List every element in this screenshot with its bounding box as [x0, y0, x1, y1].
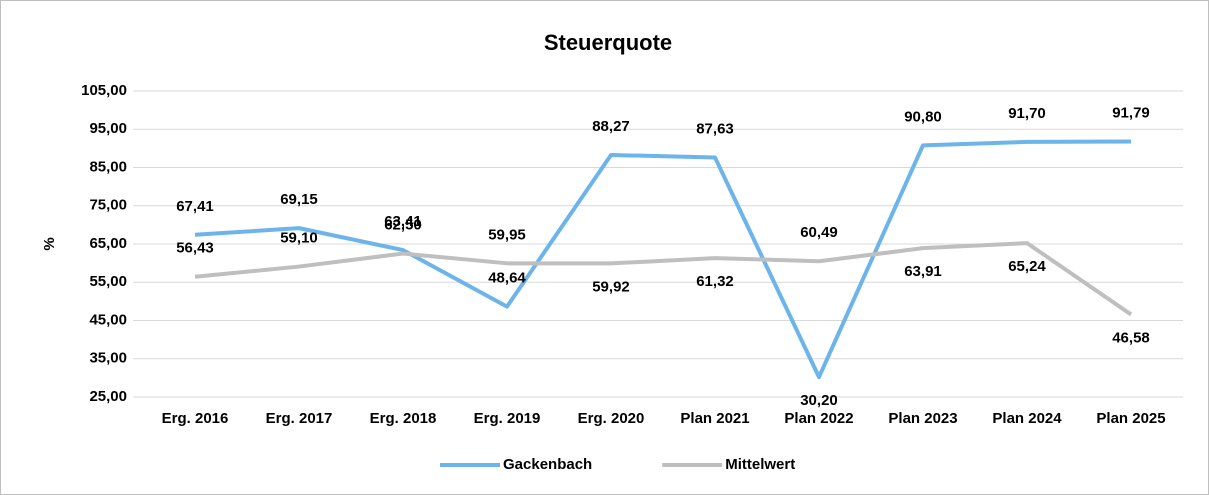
x-tick-label: Erg. 2019	[474, 410, 541, 427]
data-label: 59,10	[280, 230, 318, 247]
data-label: 56,43	[176, 240, 214, 257]
chart-title: Steuerquote	[544, 30, 672, 55]
data-label: 62,50	[384, 217, 422, 234]
line-series	[194, 241, 1133, 317]
x-tick-label: Erg. 2016	[162, 410, 229, 427]
data-label: 91,79	[1112, 104, 1150, 121]
y-tick-label: 105,00	[81, 82, 127, 99]
data-label: 67,41	[176, 198, 214, 215]
x-tick-label: Erg. 2020	[578, 410, 645, 427]
data-label: 60,49	[800, 224, 838, 241]
y-tick-label: 25,00	[89, 388, 127, 405]
data-label: 65,24	[1008, 258, 1046, 275]
line-series	[194, 139, 1132, 380]
y-tick-label: 35,00	[89, 350, 127, 367]
data-label: 30,20	[800, 392, 838, 409]
x-tick-label: Plan 2022	[784, 410, 853, 427]
data-label: 88,27	[592, 118, 630, 135]
data-label: 63,91	[904, 263, 942, 280]
data-label: 90,80	[904, 108, 942, 125]
y-tick-label: 85,00	[89, 158, 127, 175]
y-tick-label: 95,00	[89, 120, 127, 137]
x-tick-label: Plan 2024	[992, 410, 1062, 427]
y-tick-label: 65,00	[89, 235, 127, 252]
data-label: 46,58	[1112, 329, 1150, 346]
data-label: 59,92	[592, 278, 630, 295]
x-tick-label: Plan 2021	[680, 410, 749, 427]
y-tick-label: 45,00	[89, 311, 127, 328]
x-tick-label: Plan 2023	[888, 410, 957, 427]
y-tick-label: 55,00	[89, 273, 127, 290]
data-label: 91,70	[1008, 105, 1046, 122]
legend-label: Mittelwert	[725, 456, 795, 473]
x-tick-label: Erg. 2017	[266, 410, 333, 427]
legend-label: Gackenbach	[503, 456, 592, 473]
y-tick-label: 75,00	[89, 197, 127, 214]
data-label: 48,64	[488, 270, 526, 287]
data-label: 87,63	[696, 120, 734, 137]
data-label: 59,95	[488, 226, 526, 243]
data-label: 63,41	[384, 213, 422, 230]
x-tick-label: Erg. 2018	[370, 410, 437, 427]
y-axis-label: %	[41, 237, 58, 250]
data-label: 69,15	[280, 191, 318, 208]
data-label: 61,32	[696, 273, 734, 290]
x-tick-label: Plan 2025	[1096, 410, 1165, 427]
